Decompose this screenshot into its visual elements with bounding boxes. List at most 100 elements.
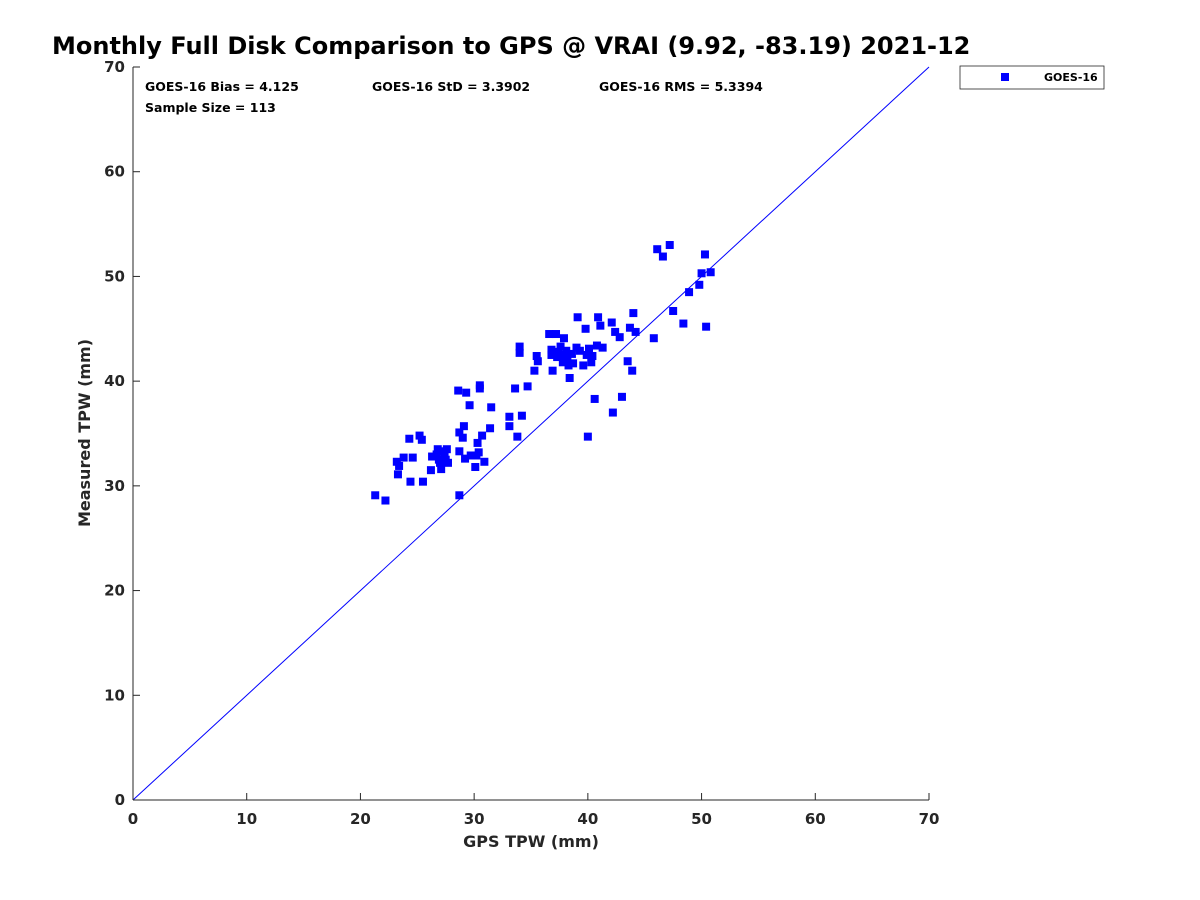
data-point bbox=[669, 306, 678, 315]
x-tick-label: 70 bbox=[919, 810, 940, 828]
data-point bbox=[426, 466, 435, 475]
data-point bbox=[685, 288, 694, 297]
y-tick-label: 20 bbox=[104, 582, 125, 600]
data-point bbox=[443, 458, 452, 467]
data-point bbox=[596, 321, 605, 330]
data-point bbox=[590, 394, 599, 403]
data-point bbox=[455, 447, 464, 456]
data-point bbox=[598, 343, 607, 352]
data-point bbox=[564, 361, 573, 370]
legend: GOES-16 bbox=[959, 65, 1105, 90]
data-point bbox=[395, 461, 404, 470]
data-point bbox=[455, 428, 464, 437]
data-point bbox=[594, 313, 603, 322]
data-point bbox=[475, 381, 484, 390]
data-point bbox=[438, 447, 447, 456]
data-point bbox=[428, 452, 437, 461]
data-point bbox=[399, 453, 408, 462]
data-point bbox=[583, 432, 592, 441]
data-point bbox=[547, 350, 556, 359]
one-to-one-line bbox=[132, 66, 930, 801]
data-point bbox=[440, 451, 449, 460]
y-tick-label: 10 bbox=[104, 686, 125, 704]
data-point bbox=[608, 408, 617, 417]
data-point bbox=[653, 245, 662, 254]
data-point bbox=[702, 322, 711, 331]
x-tick-label: 60 bbox=[805, 810, 826, 828]
legend-marker bbox=[1001, 73, 1009, 81]
data-point bbox=[436, 458, 445, 467]
plot-area: 0 10 20 30 40 50 60 70 0 10 20 30 40 50 60 70 bbox=[104, 58, 939, 828]
data-point bbox=[530, 366, 539, 375]
data-point bbox=[466, 451, 475, 460]
data-point bbox=[474, 448, 483, 457]
reference-line-layer bbox=[132, 66, 930, 801]
data-points-layer bbox=[371, 241, 715, 505]
x-tick-label: 10 bbox=[236, 810, 257, 828]
data-point bbox=[417, 435, 426, 444]
legend-label: GOES-16 bbox=[1044, 71, 1098, 84]
data-point bbox=[649, 334, 658, 343]
data-point bbox=[628, 366, 637, 375]
data-point bbox=[565, 374, 574, 383]
data-point bbox=[437, 465, 446, 474]
data-point bbox=[480, 457, 489, 466]
data-point bbox=[532, 352, 541, 361]
data-point bbox=[679, 319, 688, 328]
data-point bbox=[458, 433, 467, 442]
std-stat: GOES-16 StD = 3.3902 bbox=[372, 79, 530, 94]
data-point bbox=[547, 345, 556, 354]
data-point bbox=[392, 457, 401, 466]
x-tick-label: 20 bbox=[350, 810, 371, 828]
data-point bbox=[505, 412, 514, 421]
data-point bbox=[552, 330, 561, 339]
y-axis-ticks: 0 10 20 30 40 50 60 70 bbox=[104, 58, 140, 809]
data-point bbox=[592, 341, 601, 350]
data-point bbox=[545, 330, 554, 339]
y-tick-label: 30 bbox=[104, 477, 125, 495]
data-point bbox=[584, 344, 593, 353]
y-axis-label: Measured TPW (mm) bbox=[75, 339, 94, 527]
data-point bbox=[629, 309, 638, 318]
x-tick-label: 40 bbox=[577, 810, 598, 828]
data-point bbox=[611, 327, 620, 336]
data-point bbox=[517, 411, 526, 420]
x-axis-ticks: 0 10 20 30 40 50 60 70 bbox=[128, 793, 940, 828]
data-point bbox=[461, 454, 470, 463]
data-point bbox=[695, 280, 704, 289]
data-point bbox=[563, 354, 572, 363]
y-tick-label: 40 bbox=[104, 372, 125, 390]
y-tick-label: 0 bbox=[115, 791, 125, 809]
data-point bbox=[408, 453, 417, 462]
data-point bbox=[700, 250, 709, 259]
data-point bbox=[658, 252, 667, 261]
data-point bbox=[631, 327, 640, 336]
data-point bbox=[406, 477, 415, 486]
y-tick-label: 60 bbox=[104, 163, 125, 181]
data-point bbox=[697, 269, 706, 278]
data-point bbox=[515, 348, 524, 357]
data-point bbox=[559, 334, 568, 343]
data-point bbox=[473, 438, 482, 447]
data-point bbox=[478, 431, 487, 440]
data-point bbox=[581, 324, 590, 333]
chart-title: Monthly Full Disk Comparison to GPS @ VR… bbox=[52, 32, 970, 60]
x-tick-label: 0 bbox=[128, 810, 138, 828]
data-point bbox=[432, 450, 441, 459]
data-point bbox=[511, 384, 520, 393]
data-point bbox=[623, 357, 632, 366]
data-point bbox=[615, 333, 624, 342]
data-point bbox=[575, 346, 584, 355]
data-point bbox=[587, 358, 596, 367]
data-point bbox=[625, 323, 634, 332]
data-point bbox=[523, 382, 532, 391]
y-tick-label: 50 bbox=[104, 267, 125, 285]
data-point bbox=[582, 350, 591, 359]
data-point bbox=[588, 352, 597, 361]
legend-box bbox=[959, 65, 1105, 90]
data-point bbox=[573, 313, 582, 322]
data-point bbox=[562, 346, 571, 355]
y-tick-label: 70 bbox=[104, 58, 125, 76]
x-tick-label: 30 bbox=[464, 810, 485, 828]
